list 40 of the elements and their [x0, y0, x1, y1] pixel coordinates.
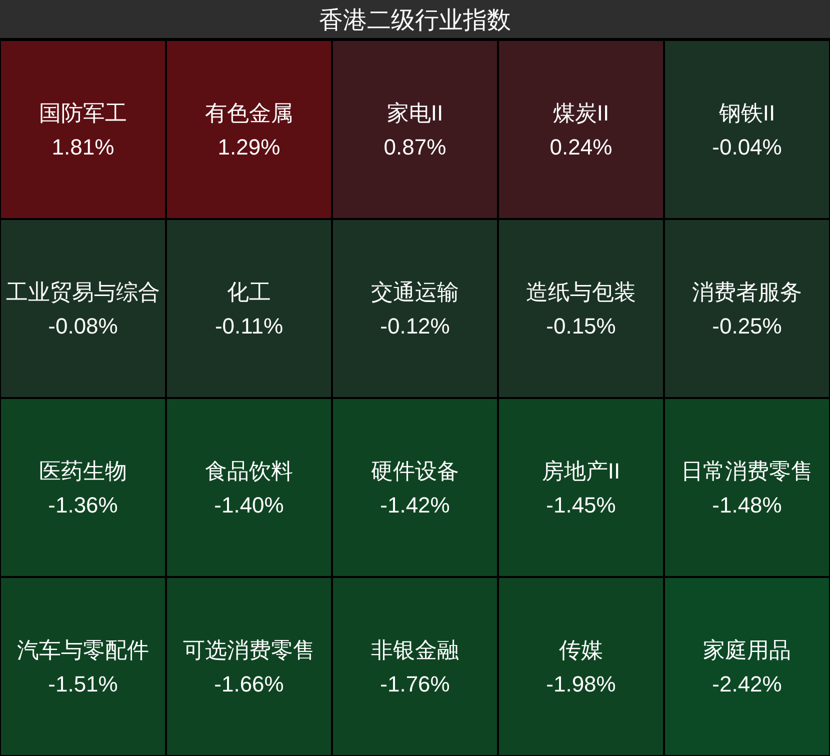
data-label: -0.11% — [214, 314, 284, 338]
data-label: -1.98% — [546, 672, 616, 696]
data-label: -2.42% — [712, 672, 782, 696]
data-label: 0.24% — [550, 134, 612, 160]
category-label: 食品饮料 — [205, 458, 293, 484]
category-label: 医药生物 — [39, 458, 127, 484]
data-label: -0.04% — [712, 134, 782, 160]
category-label: 煤炭II — [552, 100, 610, 126]
data-label: -1.36% — [48, 492, 118, 518]
category-label: 非银金融 — [371, 638, 459, 662]
category-label: 消费者服务 — [692, 280, 802, 304]
data-label: -1.42% — [380, 492, 450, 518]
data-label: -1.66% — [214, 672, 284, 696]
data-label: 1.29% — [218, 134, 280, 160]
data-label: -1.51% — [48, 672, 118, 696]
category-label: 家庭用品 — [703, 638, 791, 662]
data-label: -1.40% — [214, 492, 284, 518]
data-label: -1.45% — [546, 492, 616, 518]
category-label: 工业贸易与综合 — [6, 280, 160, 304]
category-label: 造纸与包装 — [526, 280, 636, 304]
data-label: 0.87% — [384, 134, 446, 160]
category-label: 国防军工 — [39, 100, 127, 126]
data-label: -0.12% — [380, 314, 450, 338]
category-label: 房地产II — [542, 458, 620, 484]
category-label: 日常消费零售 — [681, 458, 813, 484]
category-label: 有色金属 — [205, 100, 293, 126]
data-label: 1.81% — [52, 134, 114, 160]
category-label: 汽车与零配件 — [17, 638, 149, 662]
category-label: 钢铁II — [718, 100, 776, 126]
data-label: -1.76% — [380, 672, 450, 696]
category-label: 硬件设备 — [371, 458, 459, 484]
data-label: -1.48% — [712, 492, 782, 518]
category-label: 家电II — [386, 100, 444, 126]
data-label: -0.08% — [48, 314, 118, 338]
data-label: -0.25% — [712, 314, 782, 338]
category-label: 可选消费零售 — [183, 638, 315, 662]
category-label: 传媒 — [559, 638, 603, 662]
data-label: -0.15% — [546, 314, 616, 338]
category-label: 化工 — [227, 280, 271, 304]
category-label: 交通运输 — [371, 280, 459, 304]
